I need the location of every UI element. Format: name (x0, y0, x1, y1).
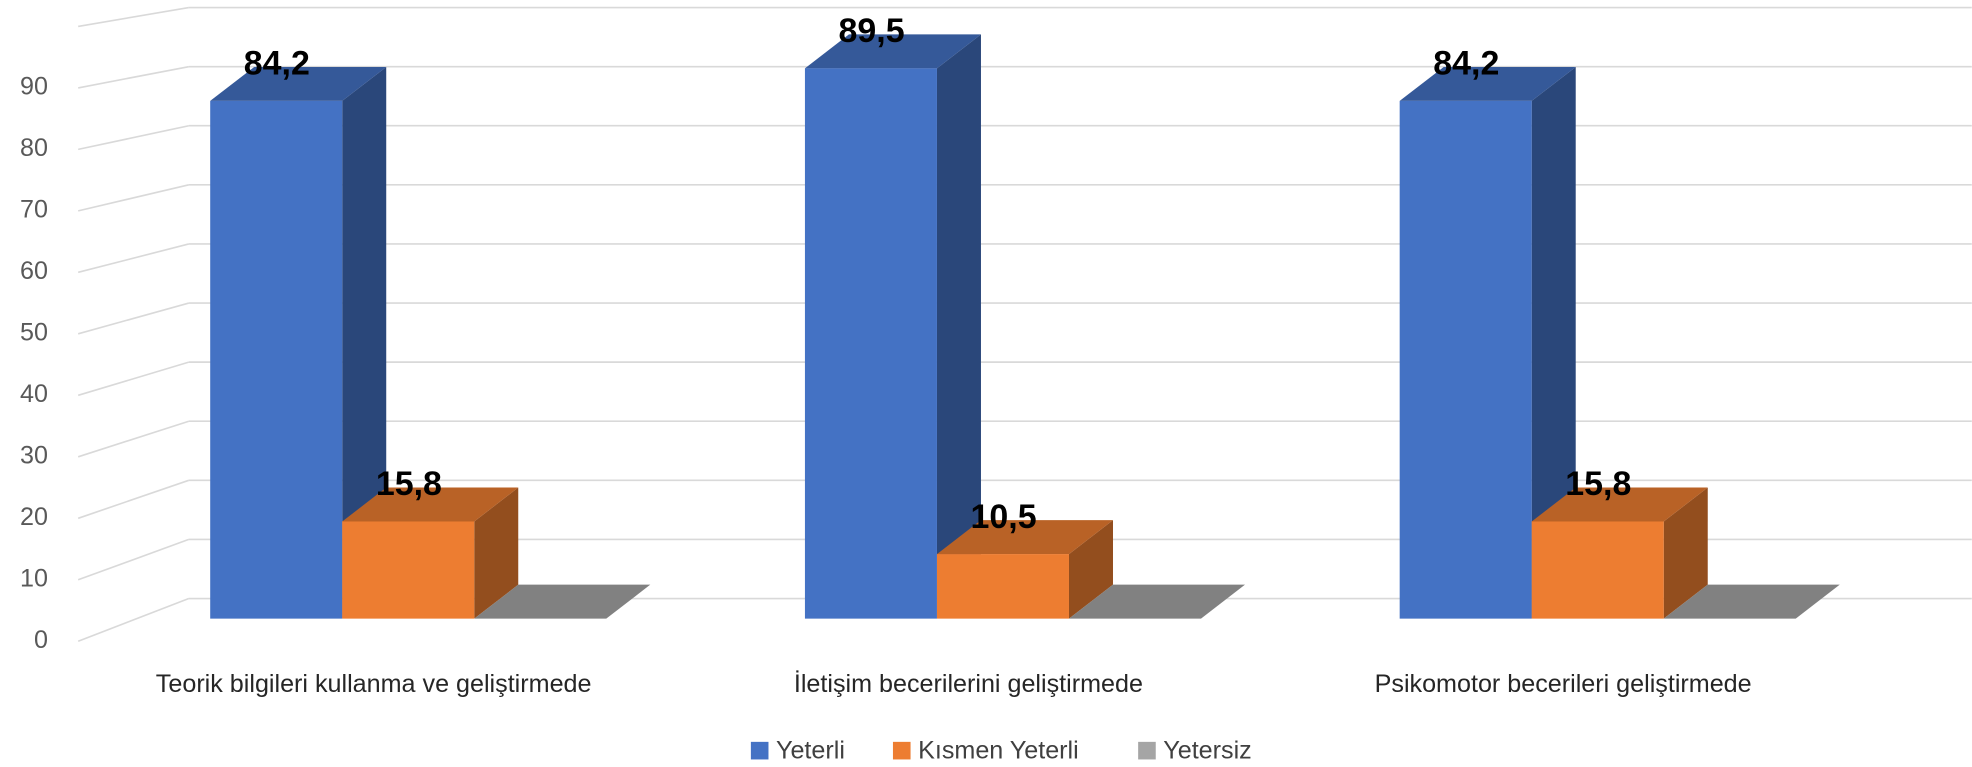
grid-line (77, 361, 190, 397)
bar-side (1531, 66, 1576, 619)
bar-top (1531, 487, 1708, 522)
bar (1399, 100, 1532, 619)
data-label: 15,8 (376, 465, 442, 503)
bar (1531, 521, 1664, 619)
y-tick-label: 30 (20, 441, 48, 469)
bar-top (1663, 584, 1840, 619)
grid-line (77, 420, 190, 458)
y-tick-label: 0 (34, 626, 48, 654)
legend-label: Yetersiz (1163, 737, 1251, 765)
bar (804, 68, 937, 619)
legend-swatch (1138, 741, 1156, 760)
grid-line (77, 243, 190, 274)
x-tick-label: Teorik bilgileri kullanma ve geliştirmed… (156, 670, 592, 698)
grid-line (77, 302, 190, 335)
y-tick-label: 40 (20, 380, 48, 408)
y-tick-label: 90 (20, 73, 48, 101)
x-tick-label: Psikomotor becerileri geliştirmede (1375, 670, 1752, 698)
legend-label: Kısmen Yeterli (918, 737, 1079, 765)
bar-side (1068, 520, 1113, 619)
legend-label: Yeterli (776, 737, 845, 765)
bar-top (342, 487, 519, 522)
bar-side (474, 487, 519, 619)
bar-top (1399, 66, 1576, 101)
bar (936, 554, 1069, 619)
grid-line (77, 479, 190, 520)
bar-side (342, 66, 387, 619)
y-tick-label: 70 (20, 196, 48, 224)
y-tick-label: 20 (20, 503, 48, 531)
bar-top (804, 34, 981, 69)
legend-swatch (892, 741, 911, 760)
y-tick-label: 50 (20, 318, 48, 346)
grid-line (77, 538, 190, 581)
grid-line (78, 124, 189, 151)
bar (210, 100, 343, 619)
data-label: 84,2 (244, 45, 310, 83)
data-label: 84,2 (1433, 45, 1499, 83)
data-label: 10,5 (971, 498, 1037, 536)
grid-line (77, 597, 190, 643)
bar-top (474, 584, 651, 619)
y-tick-label: 60 (20, 257, 48, 285)
bar-top (1068, 584, 1246, 619)
bar-top (210, 66, 387, 101)
y-tick-label: 10 (20, 564, 48, 592)
x-tick-label: İletişim becerilerini geliştirmede (794, 669, 1143, 698)
bar-top (936, 520, 1113, 555)
grid-line (78, 65, 189, 89)
data-label: 89,5 (839, 12, 905, 50)
legend-swatch (750, 741, 769, 760)
data-label: 15,8 (1565, 465, 1631, 503)
bar (342, 521, 475, 619)
bar-side (1663, 487, 1708, 619)
y-tick-label: 80 (20, 134, 48, 162)
bar-side (936, 34, 981, 619)
grid-line (77, 184, 190, 212)
grid-line (78, 6, 189, 28)
